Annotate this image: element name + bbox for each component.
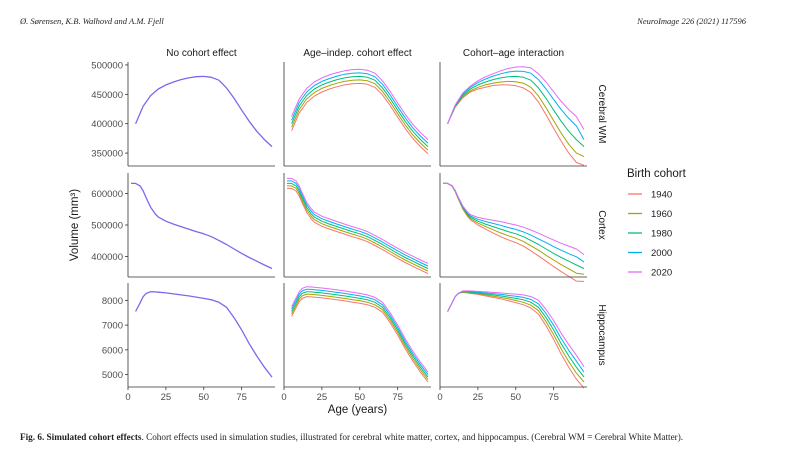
series-line-2020 (287, 177, 429, 264)
series-line-1940 (443, 182, 585, 282)
series-line-1960 (447, 80, 585, 158)
y-tick-label: 400000 (91, 119, 123, 130)
x-tick-label: 75 (392, 392, 403, 403)
legend-label: 1940 (651, 190, 672, 201)
figure-caption: Fig. 6. Simulated cohort effects. Cohort… (20, 431, 765, 444)
series-line-2000 (447, 70, 585, 140)
legend-title: Birth cohort (627, 168, 687, 180)
x-tick-label: 25 (161, 392, 172, 403)
series-line-2020 (291, 286, 429, 373)
y-tick-label: 350000 (91, 149, 123, 160)
y-tick-label: 500000 (91, 221, 123, 232)
series-line-2000 (291, 72, 429, 144)
column-title: Cohort–age interaction (463, 48, 564, 59)
column-title: No cohort effect (166, 48, 237, 59)
series-line-2020 (447, 290, 585, 367)
figure-6-chart: No cohort effect Age–indep. cohort effect… (69, 48, 687, 416)
column-title: Age–indep. cohort effect (303, 48, 411, 59)
caption-text: . Cohort effects used in simulation stud… (141, 432, 684, 442)
series-line-2020 (291, 68, 429, 140)
x-tick-label: 75 (548, 392, 559, 403)
x-tick-label: 50 (198, 392, 209, 403)
series-line-2000 (447, 290, 585, 373)
series-line-no-cohort (131, 182, 273, 270)
x-tick-label: 50 (510, 392, 521, 403)
row-title: Hippocampus (596, 304, 607, 365)
legend-label: 2000 (651, 248, 672, 259)
caption-title: Simulated cohort effects (46, 432, 142, 442)
series-line-1980 (287, 182, 429, 269)
legend-label: 1980 (651, 229, 672, 240)
series-line-no-cohort (135, 75, 273, 148)
series-line-2000 (443, 182, 585, 263)
series-line-1960 (291, 293, 429, 380)
series-line-1980 (291, 291, 429, 378)
x-tick-label: 0 (437, 392, 442, 403)
series-line-no-cohort (135, 291, 273, 378)
x-tick-label: 0 (281, 392, 286, 403)
series-line-1980 (447, 75, 585, 147)
x-tick-label: 75 (236, 392, 247, 403)
series-line-2000 (287, 180, 429, 267)
x-tick-label: 50 (354, 392, 365, 403)
legend-label: 1960 (651, 209, 672, 220)
series-line-1940 (291, 296, 429, 383)
running-header-authors: Ø. Sørensen, K.B. Walhovd and A.M. Fjell (20, 16, 164, 26)
caption-label: Fig. 6. (20, 432, 45, 442)
x-tick-label: 0 (125, 392, 130, 403)
series-line-1980 (447, 291, 585, 378)
y-tick-label: 600000 (91, 189, 123, 200)
series-line-2020 (443, 182, 585, 256)
row-title: Cortex (596, 210, 607, 239)
y-axis-title: Volume (mm³) (69, 189, 81, 261)
series-line-1940 (447, 84, 585, 166)
series-line-1980 (443, 182, 585, 269)
y-tick-label: 450000 (91, 90, 123, 101)
series-line-1940 (291, 82, 429, 155)
series-line-2000 (291, 288, 429, 375)
series-line-1940 (447, 291, 585, 389)
x-tick-label: 25 (317, 392, 328, 403)
row-title: Cerebral WM (596, 85, 607, 144)
series-line-1980 (291, 75, 429, 147)
series-line-1940 (287, 187, 429, 274)
x-axis-title: Age (years) (328, 404, 388, 416)
y-tick-label: 8000 (102, 296, 123, 307)
x-tick-label: 25 (473, 392, 484, 403)
y-tick-label: 500000 (91, 60, 123, 71)
series-line-2020 (447, 66, 585, 130)
y-tick-label: 400000 (91, 252, 123, 263)
series-line-1960 (291, 79, 429, 151)
series-line-1960 (287, 185, 429, 272)
legend-label: 2020 (651, 268, 672, 279)
y-tick-label: 5000 (102, 370, 123, 381)
y-tick-label: 6000 (102, 345, 123, 356)
running-header-journal: NeuroImage 226 (2021) 117596 (637, 16, 746, 26)
y-tick-label: 7000 (102, 321, 123, 332)
